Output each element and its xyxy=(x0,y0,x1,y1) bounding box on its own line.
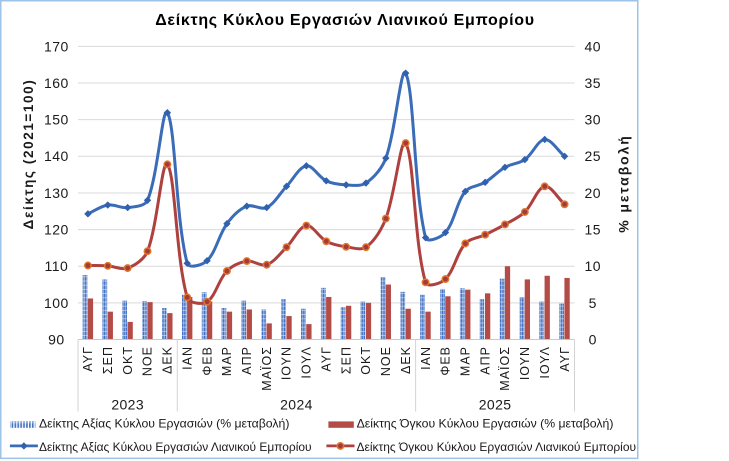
svg-text:ΜΑΪΟΣ: ΜΑΪΟΣ xyxy=(498,346,512,391)
svg-text:5: 5 xyxy=(589,295,597,311)
svg-text:ΙΟΥΛ: ΙΟΥΛ xyxy=(538,346,552,379)
svg-text:170: 170 xyxy=(44,38,69,54)
svg-text:ΑΠΡ: ΑΠΡ xyxy=(478,346,492,375)
svg-text:ΑΥΓ: ΑΥΓ xyxy=(558,346,572,372)
svg-text:ΔΕΚ: ΔΕΚ xyxy=(399,346,413,374)
svg-text:ΝΟΕ: ΝΟΕ xyxy=(141,346,155,376)
svg-text:ΜΑΪΟΣ: ΜΑΪΟΣ xyxy=(260,346,274,391)
svg-text:ΟΚΤ: ΟΚΤ xyxy=(121,346,135,375)
svg-text:120: 120 xyxy=(44,222,69,238)
svg-text:ΙΑΝ: ΙΑΝ xyxy=(180,346,194,370)
svg-text:20: 20 xyxy=(585,185,602,201)
svg-text:15: 15 xyxy=(585,222,602,238)
svg-text:130: 130 xyxy=(44,185,69,201)
svg-text:Δείκτης Κύκλου Εργασιών Λιανικ: Δείκτης Κύκλου Εργασιών Λιανικού Εμπορίο… xyxy=(155,12,535,29)
svg-text:Δείκτης Όγκου Κύκλου Εργασιών: Δείκτης Όγκου Κύκλου Εργασιών (% μεταβολ… xyxy=(357,416,614,430)
svg-text:35: 35 xyxy=(585,75,602,91)
svg-text:160: 160 xyxy=(44,75,69,91)
svg-text:Δείκτης Αξίας Κύκλου Εργασιών: Δείκτης Αξίας Κύκλου Εργασιών Λιανικού Ε… xyxy=(39,440,312,454)
svg-text:100: 100 xyxy=(44,295,69,311)
svg-text:ΑΥΓ: ΑΥΓ xyxy=(81,346,95,372)
svg-text:ΦΕΒ: ΦΕΒ xyxy=(439,346,453,376)
svg-text:30: 30 xyxy=(585,112,602,128)
svg-text:110: 110 xyxy=(44,258,68,274)
svg-text:Δείκτης Όγκου Κύκλου Εργασιών: Δείκτης Όγκου Κύκλου Εργασιών Λιανικού Ε… xyxy=(357,440,637,454)
svg-text:0: 0 xyxy=(589,331,597,347)
svg-text:ΜΑΡ: ΜΑΡ xyxy=(220,346,234,376)
svg-text:ΙΟΥΝ: ΙΟΥΝ xyxy=(518,346,532,380)
svg-text:ΙΟΥΝ: ΙΟΥΝ xyxy=(280,346,294,380)
svg-text:140: 140 xyxy=(44,148,69,164)
svg-text:2025: 2025 xyxy=(479,397,512,413)
svg-text:ΑΠΡ: ΑΠΡ xyxy=(240,346,254,375)
svg-text:ΙΟΥΛ: ΙΟΥΛ xyxy=(300,346,314,379)
svg-text:ΑΥΓ: ΑΥΓ xyxy=(319,346,333,372)
svg-text:10: 10 xyxy=(585,258,602,274)
svg-text:ΣΕΠ: ΣΕΠ xyxy=(101,346,115,374)
svg-text:ΙΑΝ: ΙΑΝ xyxy=(419,346,433,370)
svg-text:ΝΟΕ: ΝΟΕ xyxy=(379,346,393,376)
svg-text:40: 40 xyxy=(585,38,602,54)
svg-text:150: 150 xyxy=(44,112,69,128)
svg-text:Δείκτης Αξίας Κύκλου Εργασιών: Δείκτης Αξίας Κύκλου Εργασιών (% μεταβολ… xyxy=(39,416,289,430)
svg-text:ΜΑΡ: ΜΑΡ xyxy=(458,346,472,376)
svg-text:% μεταβολή: % μεταβολή xyxy=(616,134,632,232)
svg-text:ΦΕΒ: ΦΕΒ xyxy=(200,346,214,376)
svg-text:Δείκτης (2021=100): Δείκτης (2021=100) xyxy=(21,79,36,230)
svg-text:2024: 2024 xyxy=(280,397,313,413)
svg-text:25: 25 xyxy=(585,148,602,164)
svg-text:ΣΕΠ: ΣΕΠ xyxy=(339,346,353,374)
svg-text:ΔΕΚ: ΔΕΚ xyxy=(161,346,175,374)
svg-text:90: 90 xyxy=(48,331,65,347)
svg-text:ΟΚΤ: ΟΚΤ xyxy=(359,346,373,375)
svg-text:2023: 2023 xyxy=(111,397,144,413)
